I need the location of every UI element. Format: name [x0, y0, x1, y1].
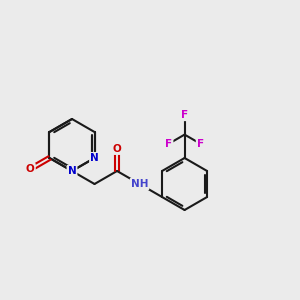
- Text: O: O: [113, 144, 122, 154]
- Text: N: N: [90, 153, 99, 163]
- Text: O: O: [26, 164, 35, 174]
- Text: F: F: [165, 139, 172, 149]
- Text: N: N: [68, 166, 76, 176]
- Text: F: F: [197, 139, 204, 149]
- Text: F: F: [181, 110, 188, 120]
- Text: NH: NH: [131, 179, 148, 189]
